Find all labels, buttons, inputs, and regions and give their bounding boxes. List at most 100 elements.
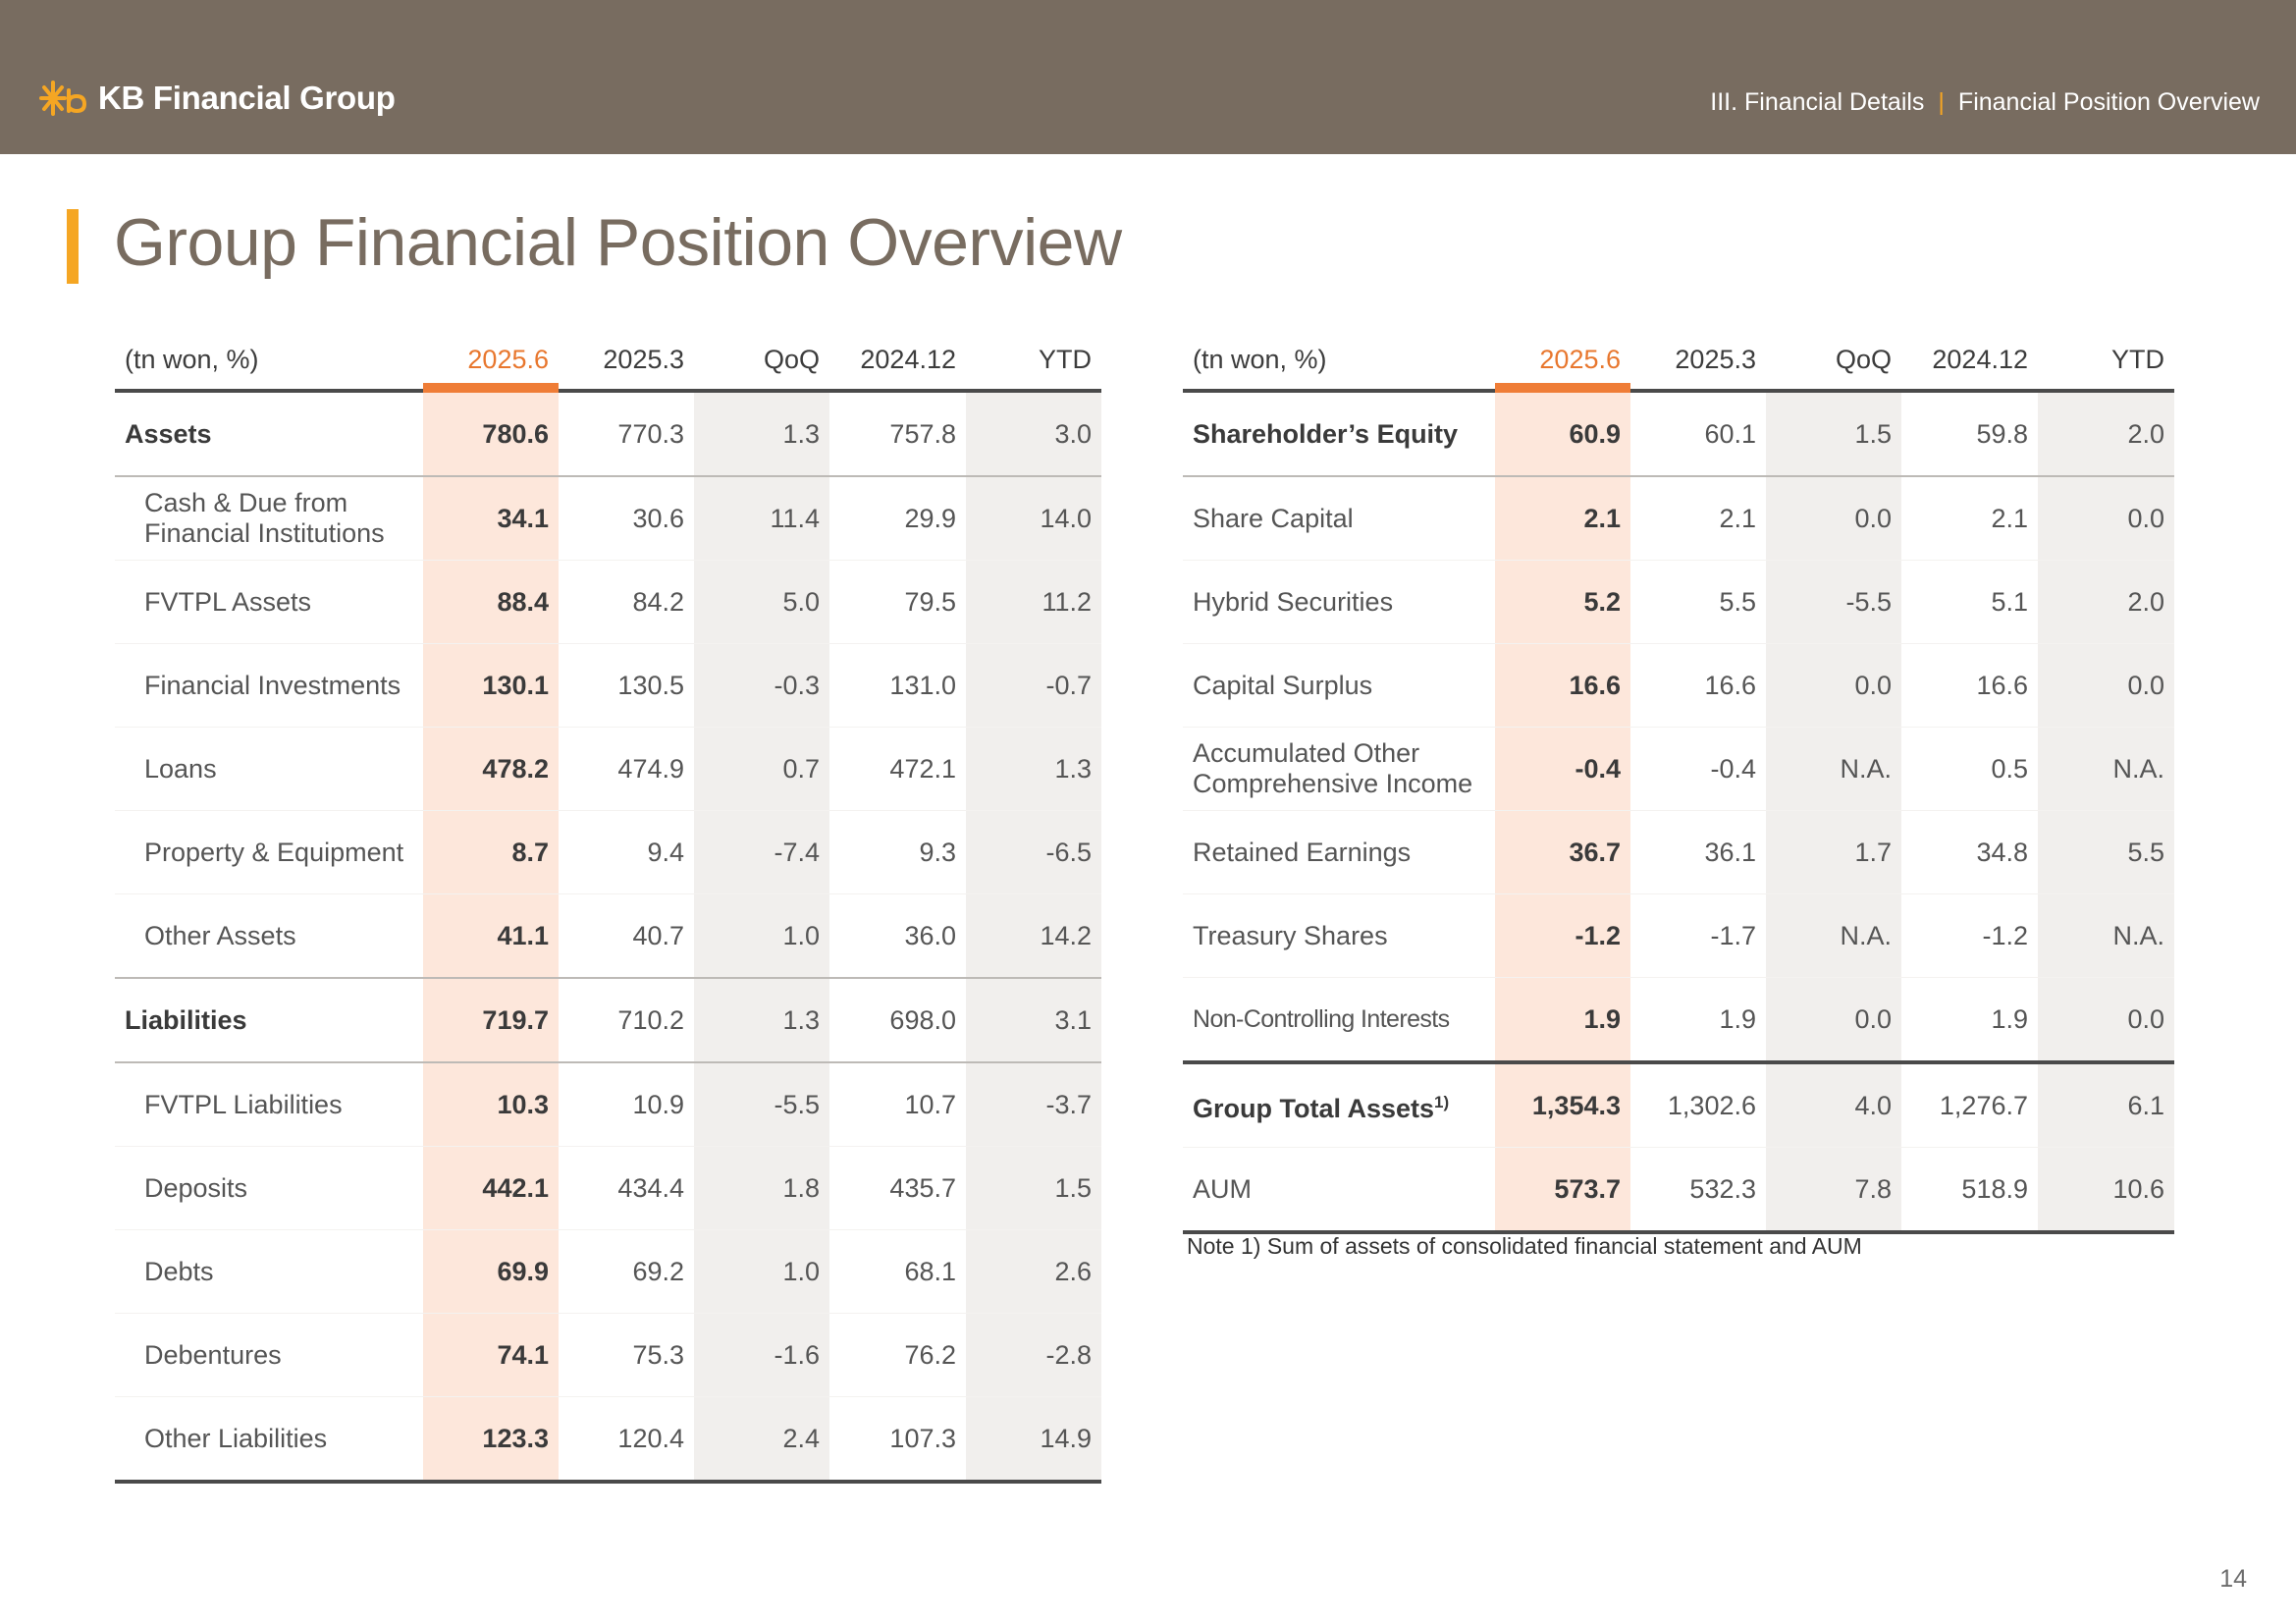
cell-ytd: 1.5 (966, 1146, 1101, 1230)
cell-2025-6: 1.9 (1495, 977, 1630, 1062)
row-property-equipment: Property & Equipment 8.7 9.4 -7.4 9.3 -6… (115, 810, 1101, 894)
cell-2024-12: 16.6 (1976, 670, 2028, 700)
row-label: Shareholder’s Equity (1193, 418, 1459, 449)
cell-qoq: 1.0 (694, 893, 829, 978)
breadcrumb-section[interactable]: III. Financial Details (1710, 88, 1925, 116)
cell-2025-6: 8.7 (423, 810, 559, 894)
row-label: Liabilities (125, 1004, 247, 1035)
cell-2024-12: 68.1 (904, 1256, 956, 1286)
col-header-2025-6: 2025.6 (1495, 330, 1630, 393)
cell-2024-12: 76.2 (904, 1339, 956, 1370)
row-label: Debts (144, 1256, 214, 1286)
cell-ytd: N.A. (2038, 727, 2174, 811)
cell-2024-12: 0.5 (1991, 753, 2028, 784)
row-other-assets: Other Assets 41.1 40.7 1.0 36.0 14.2 (115, 893, 1101, 978)
logo[interactable]: KB Financial Group (39, 79, 396, 118)
breadcrumb-page[interactable]: Financial Position Overview (1957, 88, 2260, 116)
row-label: Property & Equipment (144, 837, 404, 867)
cell-2024-12: 107.3 (889, 1423, 956, 1453)
cell-2025-6: 74.1 (423, 1313, 559, 1397)
unit-header: (tn won, %) (1193, 344, 1327, 374)
row-loans: Loans 478.2 474.9 0.7 472.1 1.3 (115, 727, 1101, 811)
row-label: Other Assets (144, 920, 296, 950)
cell-2025-6: 41.1 (423, 893, 559, 978)
cell-qoq: 0.0 (1766, 977, 1901, 1062)
cell-qoq: 1.3 (694, 391, 829, 476)
cell-2025-6: 5.2 (1495, 560, 1630, 644)
cell-ytd: 14.2 (966, 893, 1101, 978)
cell-2025-3: 36.1 (1704, 837, 1756, 867)
cell-ytd: 3.1 (966, 978, 1101, 1062)
row-other-liabilities: Other Liabilities 123.3 120.4 2.4 107.3 … (115, 1396, 1101, 1482)
row-label: FVTPL Liabilities (144, 1089, 343, 1119)
cell-ytd: 6.1 (2038, 1062, 2174, 1148)
cell-2024-12: 29.9 (904, 503, 956, 533)
cell-2025-6: -0.4 (1495, 727, 1630, 811)
cell-ytd: -6.5 (966, 810, 1101, 894)
row-debentures: Debentures 74.1 75.3 -1.6 76.2 -2.8 (115, 1313, 1101, 1397)
row-retained-earnings: Retained Earnings 36.7 36.1 1.7 34.8 5.5 (1183, 810, 2174, 894)
col-header-2025-6: 2025.6 (423, 330, 559, 393)
cell-qoq: 0.0 (1766, 643, 1901, 728)
cell-qoq: -1.6 (694, 1313, 829, 1397)
row-fvtpl-assets: FVTPL Assets 88.4 84.2 5.0 79.5 11.2 (115, 560, 1101, 644)
row-label: Loans (144, 753, 217, 784)
cell-ytd: 14.9 (966, 1396, 1101, 1482)
cell-2025-3: 60.1 (1704, 418, 1756, 449)
cell-ytd: 1.3 (966, 727, 1101, 811)
cell-2024-12: 1,276.7 (1939, 1090, 2028, 1120)
cell-2025-6: 60.9 (1495, 391, 1630, 476)
cell-2025-6: 130.1 (423, 643, 559, 728)
cell-2024-12: 10.7 (904, 1089, 956, 1119)
row-capital-surplus: Capital Surplus 16.6 16.6 0.0 16.6 0.0 (1183, 643, 2174, 728)
cell-2025-3: 1.9 (1719, 1003, 1756, 1034)
row-share-capital: Share Capital 2.1 2.1 0.0 2.1 0.0 (1183, 476, 2174, 561)
cell-qoq: 1.5 (1766, 391, 1901, 476)
cell-2025-3: -1.7 (1710, 920, 1756, 950)
row-label: Hybrid Securities (1193, 586, 1394, 617)
cell-2024-12: 472.1 (889, 753, 956, 784)
row-aoci: Accumulated Other Comprehensive Income -… (1183, 727, 2174, 811)
cell-2024-12: 59.8 (1976, 418, 2028, 449)
cell-qoq: -0.3 (694, 643, 829, 728)
cell-2024-12: 435.7 (889, 1172, 956, 1203)
cell-ytd: 0.0 (2038, 643, 2174, 728)
assets-liabilities-table: (tn won, %) 2025.6 2025.3 QoQ 2024.12 YT… (115, 330, 1101, 1484)
row-label: Deposits (144, 1172, 248, 1203)
cell-2025-3: 30.6 (632, 503, 684, 533)
unit-header: (tn won, %) (125, 344, 259, 374)
cell-ytd: 2.0 (2038, 391, 2174, 476)
row-label: Capital Surplus (1193, 670, 1373, 700)
cell-qoq: 1.7 (1766, 810, 1901, 894)
row-label: Non-Controlling Interests (1193, 1004, 1450, 1033)
cell-qoq: 2.4 (694, 1396, 829, 1482)
cell-2025-3: -0.4 (1710, 753, 1756, 784)
cell-2024-12: 2.1 (1991, 503, 2028, 533)
cell-qoq: -7.4 (694, 810, 829, 894)
cell-2025-3: 75.3 (632, 1339, 684, 1370)
row-label: Share Capital (1193, 503, 1354, 533)
cell-2025-6: 719.7 (423, 978, 559, 1062)
cell-qoq: 1.3 (694, 978, 829, 1062)
footnote-marker: 1) (1434, 1093, 1450, 1111)
cell-2025-3: 5.5 (1719, 586, 1756, 617)
row-label: Other Liabilities (144, 1423, 328, 1453)
cell-2025-3: 130.5 (617, 670, 684, 700)
cell-qoq: 7.8 (1766, 1147, 1901, 1232)
kb-star-icon (39, 81, 87, 116)
cell-2025-3: 532.3 (1689, 1173, 1756, 1204)
cell-ytd: 10.6 (2038, 1147, 2174, 1232)
row-financial-investments: Financial Investments 130.1 130.5 -0.3 1… (115, 643, 1101, 728)
cell-qoq: N.A. (1766, 893, 1901, 978)
row-label: Debentures (144, 1339, 282, 1370)
breadcrumb-separator: | (1938, 88, 1945, 116)
cell-2025-3: 1,302.6 (1667, 1090, 1756, 1120)
cell-2024-12: 79.5 (904, 586, 956, 617)
row-group-total-assets: Group Total Assets1) 1,354.3 1,302.6 4.0… (1183, 1062, 2174, 1148)
cell-ytd: 3.0 (966, 391, 1101, 476)
row-hybrid-securities: Hybrid Securities 5.2 5.5 -5.5 5.1 2.0 (1183, 560, 2174, 644)
cell-ytd: 14.0 (966, 476, 1101, 561)
row-label: AUM (1193, 1173, 1252, 1204)
col-header-2024-12: 2024.12 (860, 344, 956, 374)
row-non-controlling-interests: Non-Controlling Interests 1.9 1.9 0.0 1.… (1183, 977, 2174, 1062)
